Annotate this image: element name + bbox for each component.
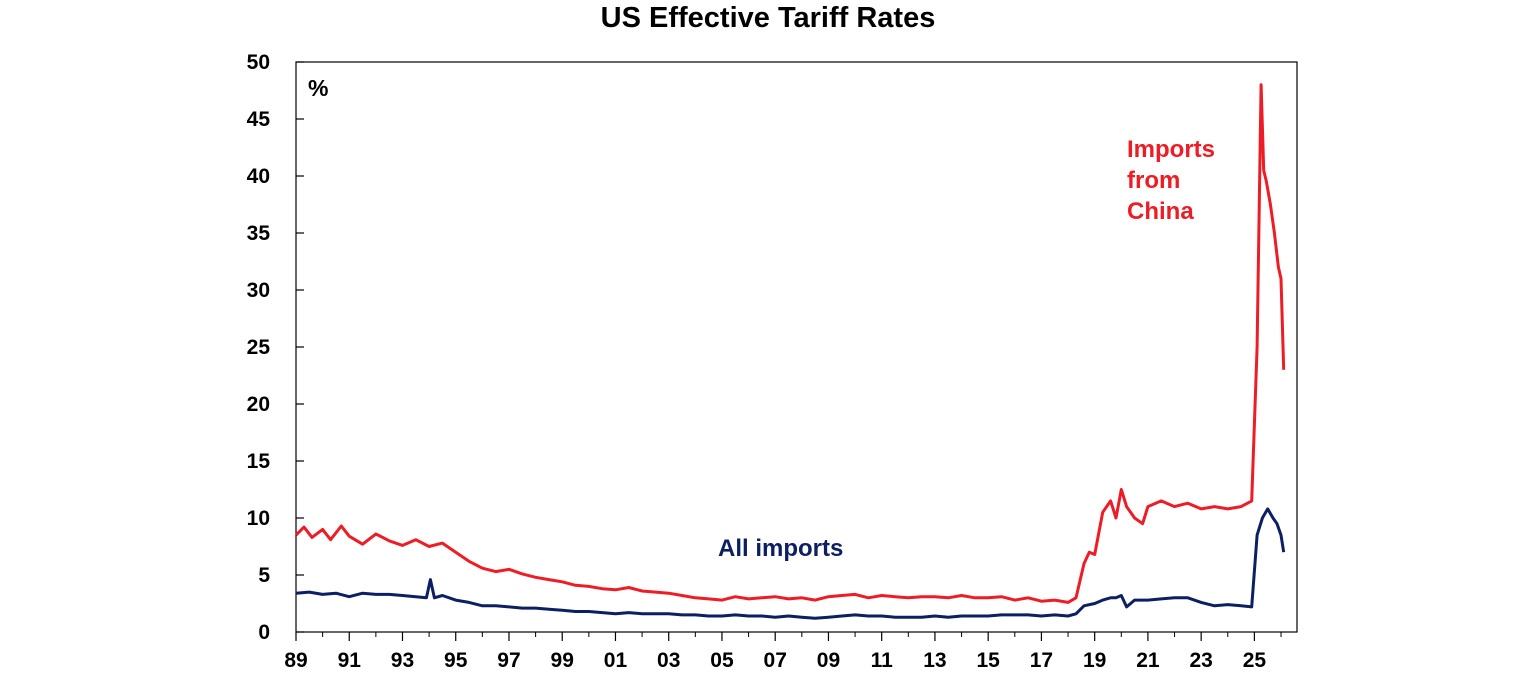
x-tick-label: 93 — [391, 649, 414, 672]
x-tick-label: 03 — [657, 649, 680, 672]
y-tick-label: 35 — [247, 222, 271, 245]
chart-title: US Effective Tariff Rates — [600, 2, 936, 34]
x-tick-label: 17 — [1030, 649, 1053, 672]
x-tick-label: 95 — [444, 649, 468, 672]
y-tick-label: 5 — [258, 564, 270, 587]
x-tick-label: 11 — [871, 649, 894, 672]
x-tick-label: 09 — [817, 649, 840, 672]
y-tick-label: 10 — [247, 507, 270, 530]
x-tick-label: 99 — [551, 649, 574, 672]
y-tick-label: 45 — [247, 108, 271, 131]
x-tick-label: 07 — [764, 649, 787, 672]
series-label-all-imports: All imports — [718, 535, 843, 562]
y-axis: 0 5 10 15 20 25 30 35 40 45 50 — [247, 51, 304, 644]
y-tick-label: 30 — [247, 279, 270, 302]
x-tick-label: 15 — [977, 649, 1001, 672]
x-axis: 89 91 93 95 97 99 01 03 05 07 09 11 13 15 17 19 21 23 25 — [284, 632, 1282, 672]
series-label-line: Imports — [1127, 136, 1215, 163]
series-line-all-imports — [295, 507, 1286, 620]
x-tick-label: 19 — [1083, 649, 1106, 672]
series-label-imports-from-china: Imports from China — [1127, 136, 1215, 225]
x-tick-label: 91 — [338, 649, 362, 672]
y-tick-label: 25 — [247, 336, 271, 359]
y-tick-label: 0 — [258, 621, 270, 644]
series-label-line: from — [1127, 167, 1180, 194]
x-tick-label: 25 — [1243, 649, 1267, 672]
y-tick-label: 15 — [247, 450, 271, 473]
y-tick-label: 40 — [247, 165, 270, 188]
y-tick-label: 20 — [247, 393, 270, 416]
series-label-line: China — [1127, 198, 1194, 225]
x-tick-label: 13 — [923, 649, 946, 672]
x-tick-label: 05 — [710, 649, 734, 672]
series-layer — [294, 83, 1286, 620]
y-unit-label: % — [308, 75, 328, 101]
x-tick-label: 23 — [1189, 649, 1212, 672]
x-tick-label: 21 — [1136, 649, 1160, 672]
x-tick-label: 01 — [604, 649, 628, 672]
y-tick-label: 50 — [247, 51, 270, 74]
x-tick-label: 89 — [284, 649, 307, 672]
series-line-imports-from-china — [294, 83, 1286, 604]
x-tick-label: 97 — [497, 649, 520, 672]
